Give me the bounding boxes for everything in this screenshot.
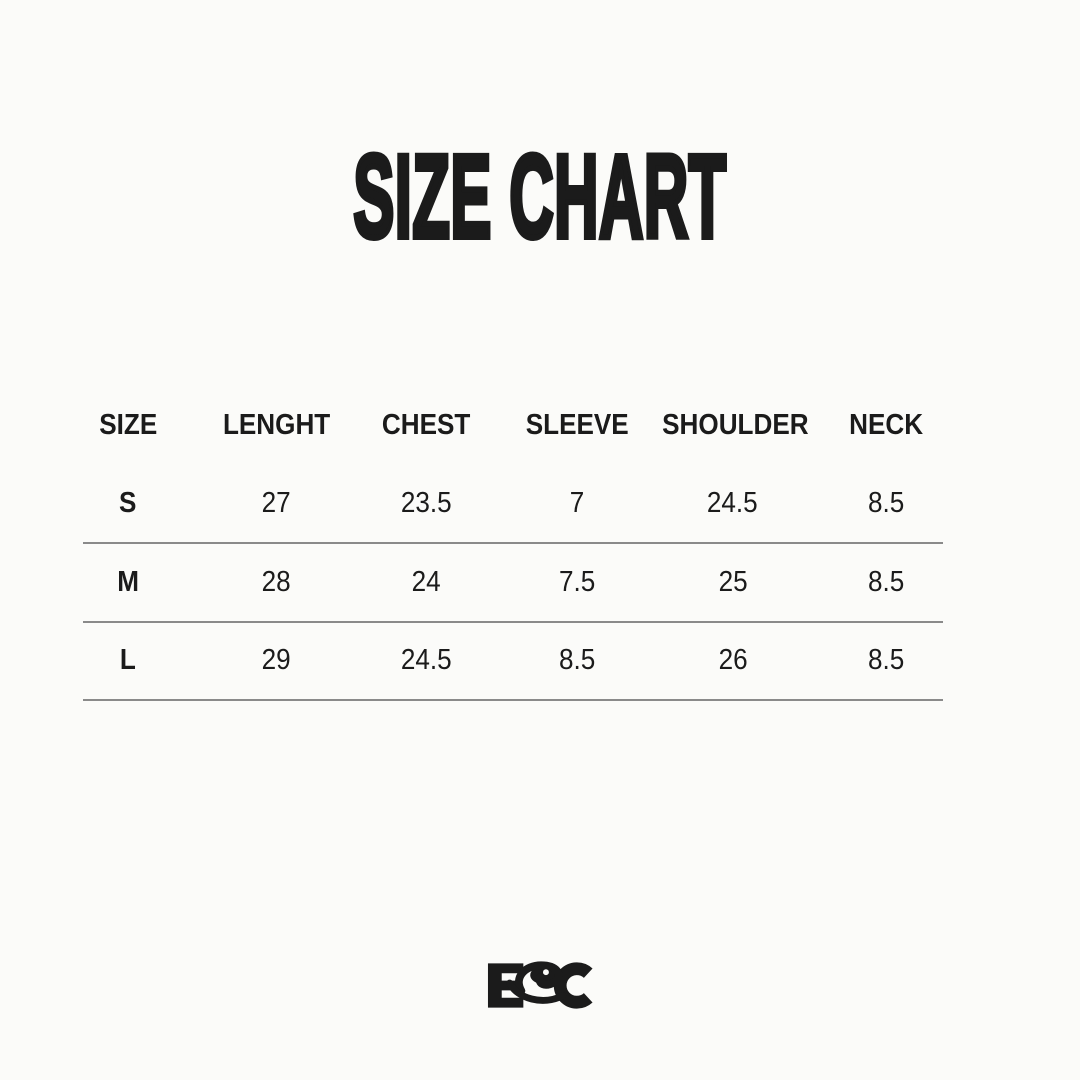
value-cell: 24.5 xyxy=(400,644,452,677)
size-cell: L xyxy=(119,644,136,677)
esc-logo-c xyxy=(553,962,593,1009)
esc-logo-eye xyxy=(543,969,549,976)
page-title: SIZE CHART xyxy=(352,131,728,263)
esc-logo-graphic xyxy=(487,961,593,1009)
value-cell: 8.5 xyxy=(559,644,596,677)
value-cell: 27 xyxy=(261,486,291,519)
table-header-row: SIZE LENGHT CHEST SLEEVE SHOULDER NECK xyxy=(83,386,943,465)
value-cell: 23.5 xyxy=(400,486,452,519)
header-chest: CHEST xyxy=(381,408,471,441)
table-row-s: S 27 23.5 7 24.5 8.5 xyxy=(83,465,943,543)
value-cell: 28 xyxy=(261,565,291,598)
header-neck: NECK xyxy=(848,408,923,441)
header-shoulder: SHOULDER xyxy=(662,408,810,441)
value-cell: 25 xyxy=(718,565,748,598)
esc-logo-swirl xyxy=(515,961,563,995)
table-row-m: M 28 24 7.5 25 8.5 xyxy=(83,543,943,622)
header-sleeve: SLEEVE xyxy=(525,408,629,441)
value-cell: 8.5 xyxy=(867,644,905,677)
header-size: SIZE xyxy=(98,408,157,441)
value-cell: 26 xyxy=(718,644,748,677)
value-cell: 29 xyxy=(261,644,291,677)
value-cell: 8.5 xyxy=(867,486,905,519)
value-cell: 7.5 xyxy=(559,565,596,598)
table-row-l: L 29 24.5 8.5 26 8.5 xyxy=(83,622,943,700)
value-cell: 24.5 xyxy=(707,486,759,519)
header-lenght: LENGHT xyxy=(222,408,331,441)
brand-logo xyxy=(486,958,600,1012)
value-cell: 24 xyxy=(411,565,441,598)
esc-logo-tail xyxy=(506,979,567,1004)
value-cell: 8.5 xyxy=(867,565,905,598)
esc-logo-e xyxy=(487,963,524,1008)
size-cell: S xyxy=(119,486,137,519)
value-cell: 7 xyxy=(569,486,585,519)
size-table: SIZE LENGHT CHEST SLEEVE SHOULDER NECK S… xyxy=(83,386,943,701)
size-cell: M xyxy=(116,565,139,598)
